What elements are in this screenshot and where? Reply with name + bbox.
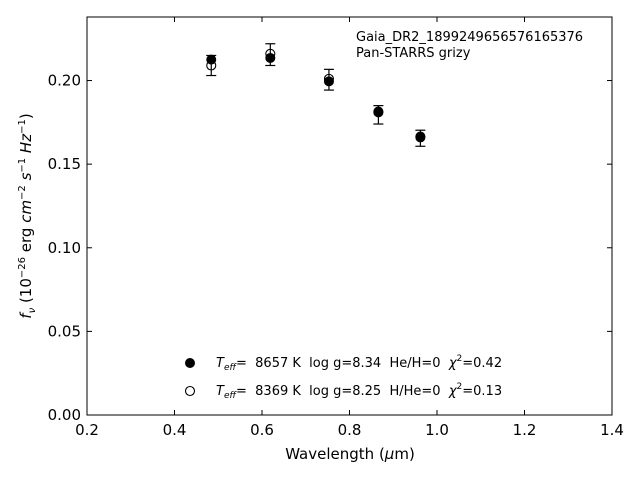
x-tick-label: 1.4 — [600, 421, 624, 439]
x-tick-label: 1.2 — [513, 421, 537, 439]
y-tick-label: 0.05 — [48, 322, 81, 340]
model-point-filled — [323, 76, 334, 87]
legend-label-open: Teff= 8369 K log g=8.25 H/He=0 χ2=0.13 — [216, 382, 502, 401]
annotation-line-1: Gaia_DR2_1899249656576165376 — [356, 30, 583, 45]
x-axis-label: Wavelength (μm) — [285, 445, 415, 463]
legend-marker-filled — [185, 358, 195, 368]
model-point-open — [265, 48, 276, 59]
model-point-open — [415, 131, 426, 142]
legend-label-filled: Teff= 8657 K log g=8.34 He/H=0 χ2=0.42 — [216, 354, 502, 373]
model-point-open — [373, 107, 384, 118]
x-tick-label: 0.2 — [75, 421, 99, 439]
data-markers — [206, 48, 426, 143]
model-point-open — [323, 73, 334, 84]
y-tick-label: 0.15 — [48, 155, 81, 173]
plot-area — [86, 16, 613, 416]
legend: Teff= 8657 K log g=8.34 He/H=0 χ2=0.42 T… — [184, 354, 502, 401]
x-tick-label: 0.4 — [163, 421, 187, 439]
axis-ticks: 0.2 0.4 0.6 0.8 1.0 1.2 1.4 0.00 0.05 0.10 0.15 0.2… — [48, 17, 624, 439]
model-point-open — [206, 60, 217, 71]
y-tick-label: 0.00 — [48, 406, 81, 424]
legend-marker-open — [184, 385, 196, 397]
x-tick-label: 1.0 — [425, 421, 449, 439]
y-axis-label: fν (10−26 erg cm−2 s−1 Hz−1) — [17, 113, 38, 318]
x-tick-label: 0.6 — [250, 421, 274, 439]
y-tick-label: 0.10 — [48, 239, 81, 257]
x-tick-label: 0.8 — [338, 421, 362, 439]
annotation-line-2: Pan-STARRS grizy — [356, 46, 471, 61]
y-tick-label: 0.20 — [48, 72, 81, 90]
